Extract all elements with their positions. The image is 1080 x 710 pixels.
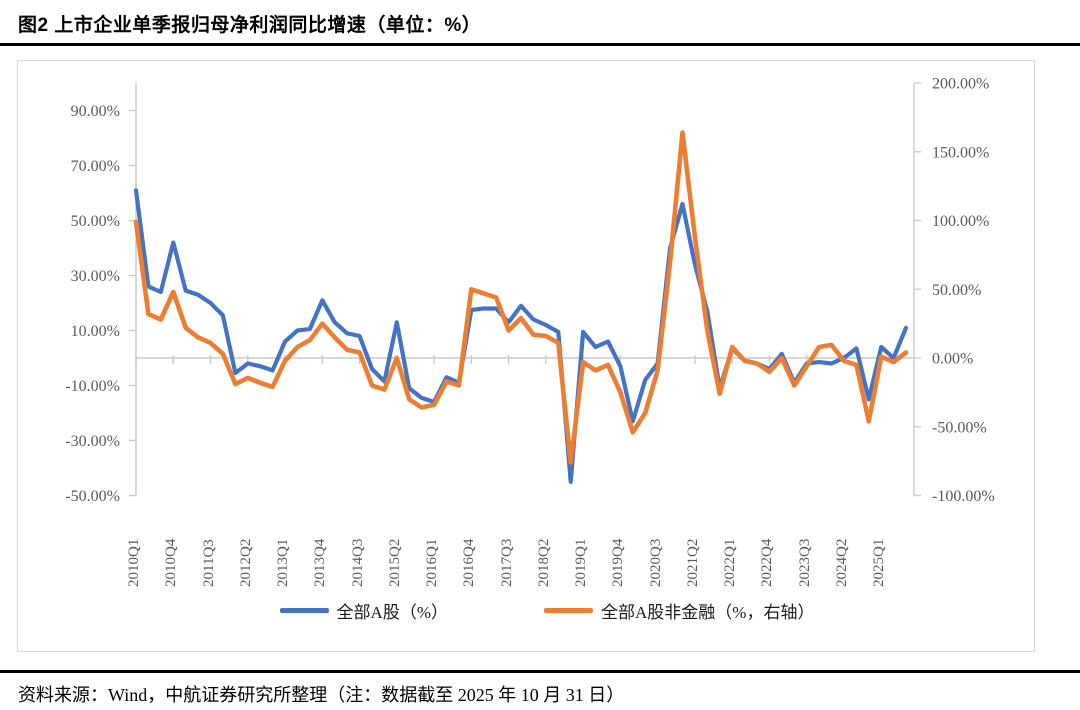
left-axis-tick-label: 50.00% — [71, 213, 120, 230]
left-axis-tick-label: 90.00% — [71, 103, 120, 120]
x-axis-tick-label: 2019Q1 — [573, 538, 590, 587]
x-axis-tick-label: 2025Q1 — [871, 538, 888, 587]
title-divider — [0, 43, 1080, 46]
left-axis-tick-label: -30.00% — [65, 433, 120, 450]
chart-title: 图2 上市企业单季报归母净利润同比增速（单位：%） — [18, 15, 482, 36]
x-axis-tick-label: 2013Q4 — [312, 538, 329, 587]
x-axis-tick-label: 2018Q2 — [535, 538, 552, 587]
right-axis-tick-label: -100.00% — [932, 488, 995, 505]
left-axis-tick-label: 30.00% — [71, 268, 120, 285]
right-axis-tick-label: -50.00% — [932, 419, 987, 436]
series-line-2 — [133, 130, 909, 465]
x-axis-tick-label: 2013Q1 — [275, 538, 292, 587]
x-axis-tick-label: 2011Q3 — [200, 539, 217, 587]
x-axis-tick-label: 2020Q3 — [647, 538, 664, 587]
left-axis-tick-label: -50.00% — [65, 488, 120, 505]
x-axis-tick-label: 2022Q1 — [722, 538, 739, 587]
x-axis-tick-label: 2010Q4 — [163, 538, 180, 587]
x-axis-tick-label: 2021Q2 — [684, 538, 701, 587]
left-axis-tick-label: 10.00% — [71, 323, 120, 340]
x-axis-tick-label: 2019Q4 — [610, 538, 627, 587]
x-axis-tick-label: 2014Q3 — [349, 538, 366, 587]
series2-swatch — [544, 608, 593, 613]
chart-frame — [17, 60, 1035, 652]
x-axis-tick-label: 2016Q4 — [461, 538, 478, 587]
x-axis-tick-label: 2017Q3 — [498, 538, 515, 587]
x-axis-tick-label: 2010Q1 — [126, 538, 142, 587]
x-axis-tick-label: 2016Q1 — [424, 538, 441, 587]
right-axis-tick-label: 0.00% — [932, 351, 973, 368]
right-axis-tick-label: 200.00% — [932, 76, 989, 93]
x-axis-tick-label: 2024Q2 — [833, 538, 850, 587]
series1-label: 全部A股（%） — [336, 603, 448, 622]
chart-legend: 全部A股（%） 全部A股非金融（%，右轴） — [0, 598, 1080, 623]
right-axis-tick-label: 100.00% — [932, 213, 989, 230]
x-axis-tick-label: 2022Q4 — [759, 538, 776, 587]
series1-swatch — [279, 608, 329, 613]
legend-item-all-a-shares: 全部A股（%） — [279, 598, 448, 623]
left-axis-tick-label: 70.00% — [71, 158, 120, 175]
series2-label: 全部A股非金融（%，右轴） — [601, 603, 815, 622]
x-axis-tick-label: 2012Q2 — [237, 538, 254, 587]
series-line-1 — [133, 188, 909, 484]
x-axis-tick-label: 2015Q2 — [386, 538, 403, 587]
source-note: 资料来源：Wind，中航证券研究所整理（注：数据截至 2025 年 10 月 3… — [18, 685, 625, 705]
right-axis-tick-label: 50.00% — [932, 282, 981, 299]
footer-divider — [0, 670, 1080, 673]
x-axis-tick-label: 2023Q3 — [796, 538, 813, 587]
right-axis-tick-label: 150.00% — [932, 144, 989, 161]
left-axis-tick-label: -10.00% — [65, 378, 120, 395]
legend-item-nonfinancial: 全部A股非金融（%，右轴） — [544, 598, 814, 623]
